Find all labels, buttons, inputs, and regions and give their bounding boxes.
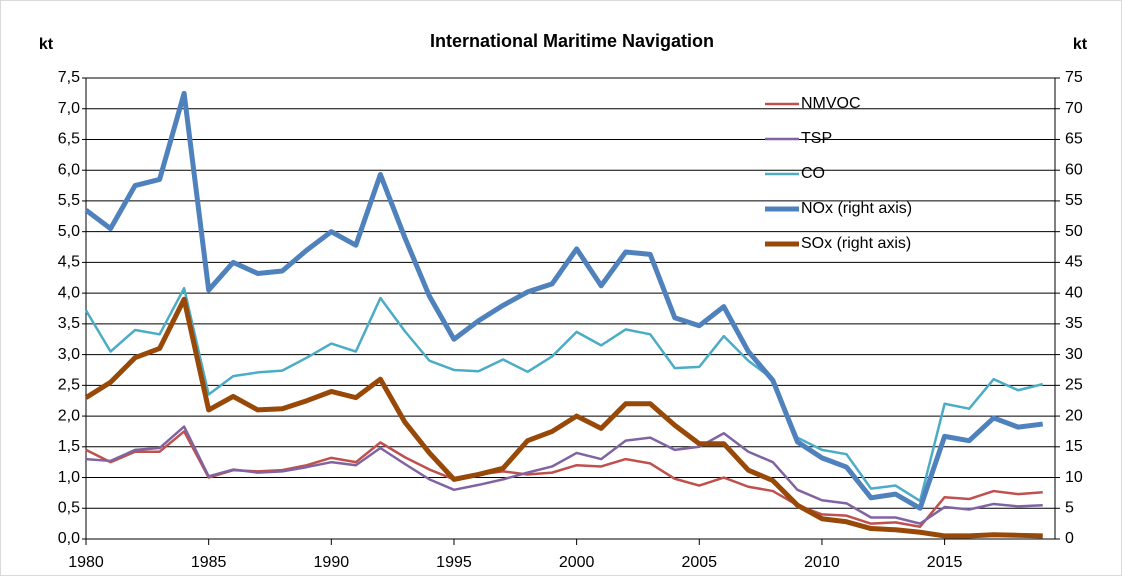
legend-label: NOx (right axis)	[801, 200, 912, 217]
legend-label: TSP	[801, 130, 832, 147]
series-line	[84, 286, 1044, 503]
y2-tick-label: 10	[1065, 469, 1083, 486]
y-tick-label: 0,0	[58, 530, 80, 547]
x-tick-label: 2010	[804, 554, 840, 571]
y2-tick-label: 65	[1065, 131, 1083, 148]
y2-tick-label: 35	[1065, 315, 1083, 332]
y2-tick-label: 30	[1065, 346, 1083, 363]
x-tick-label: 1995	[436, 554, 472, 571]
y-tick-label: 0,5	[58, 499, 80, 516]
y2-tick-label: 45	[1065, 254, 1083, 271]
y2-tick-label: 70	[1065, 100, 1083, 117]
y-tick-label: 7,0	[58, 100, 80, 117]
legend-label: CO	[801, 165, 825, 182]
y2-tick-label: 25	[1065, 377, 1083, 394]
legend-label: SOx (right axis)	[801, 235, 911, 252]
chart-title: International Maritime Navigation	[430, 31, 714, 51]
y2-tick-label: 0	[1065, 530, 1074, 547]
series-line	[84, 296, 1043, 539]
y2-tick-label: 60	[1065, 161, 1083, 178]
y2-tick-label: 40	[1065, 284, 1083, 301]
series-line	[85, 425, 1043, 525]
y2-tick-label: 50	[1065, 223, 1083, 240]
y2-tick-label: 55	[1065, 192, 1083, 209]
y2-tick-label: 15	[1065, 438, 1083, 455]
y2-tick-label: 20	[1065, 407, 1083, 424]
y-tick-label: 3,0	[58, 346, 80, 363]
y-tick-label: 4,0	[58, 284, 80, 301]
y2-tick-label: 75	[1065, 69, 1083, 86]
legend-label: NMVOC	[801, 95, 861, 112]
y-tick-label: 1,0	[58, 469, 80, 486]
y2-tick-label: 5	[1065, 499, 1074, 516]
x-tick-label: 1985	[191, 554, 227, 571]
x-tick-label: 1990	[314, 554, 350, 571]
y-tick-label: 5,5	[58, 192, 80, 209]
y2-axis-label: kt	[1073, 36, 1088, 53]
y-tick-label: 1,5	[58, 438, 80, 455]
y-tick-label: 3,5	[58, 315, 80, 332]
y-tick-label: 6,5	[58, 131, 80, 148]
y-axis-label: kt	[39, 36, 54, 53]
x-tick-label: 2000	[559, 554, 595, 571]
y-tick-label: 6,0	[58, 161, 80, 178]
y-tick-label: 4,5	[58, 254, 80, 271]
x-tick-label: 2005	[681, 554, 717, 571]
y-tick-label: 5,0	[58, 223, 80, 240]
x-tick-label: 2015	[927, 554, 963, 571]
y-tick-label: 2,0	[58, 407, 80, 424]
series-line	[84, 90, 1044, 511]
y-tick-label: 7,5	[58, 69, 80, 86]
x-tick-label: 1980	[68, 554, 104, 571]
y-tick-label: 2,5	[58, 377, 80, 394]
